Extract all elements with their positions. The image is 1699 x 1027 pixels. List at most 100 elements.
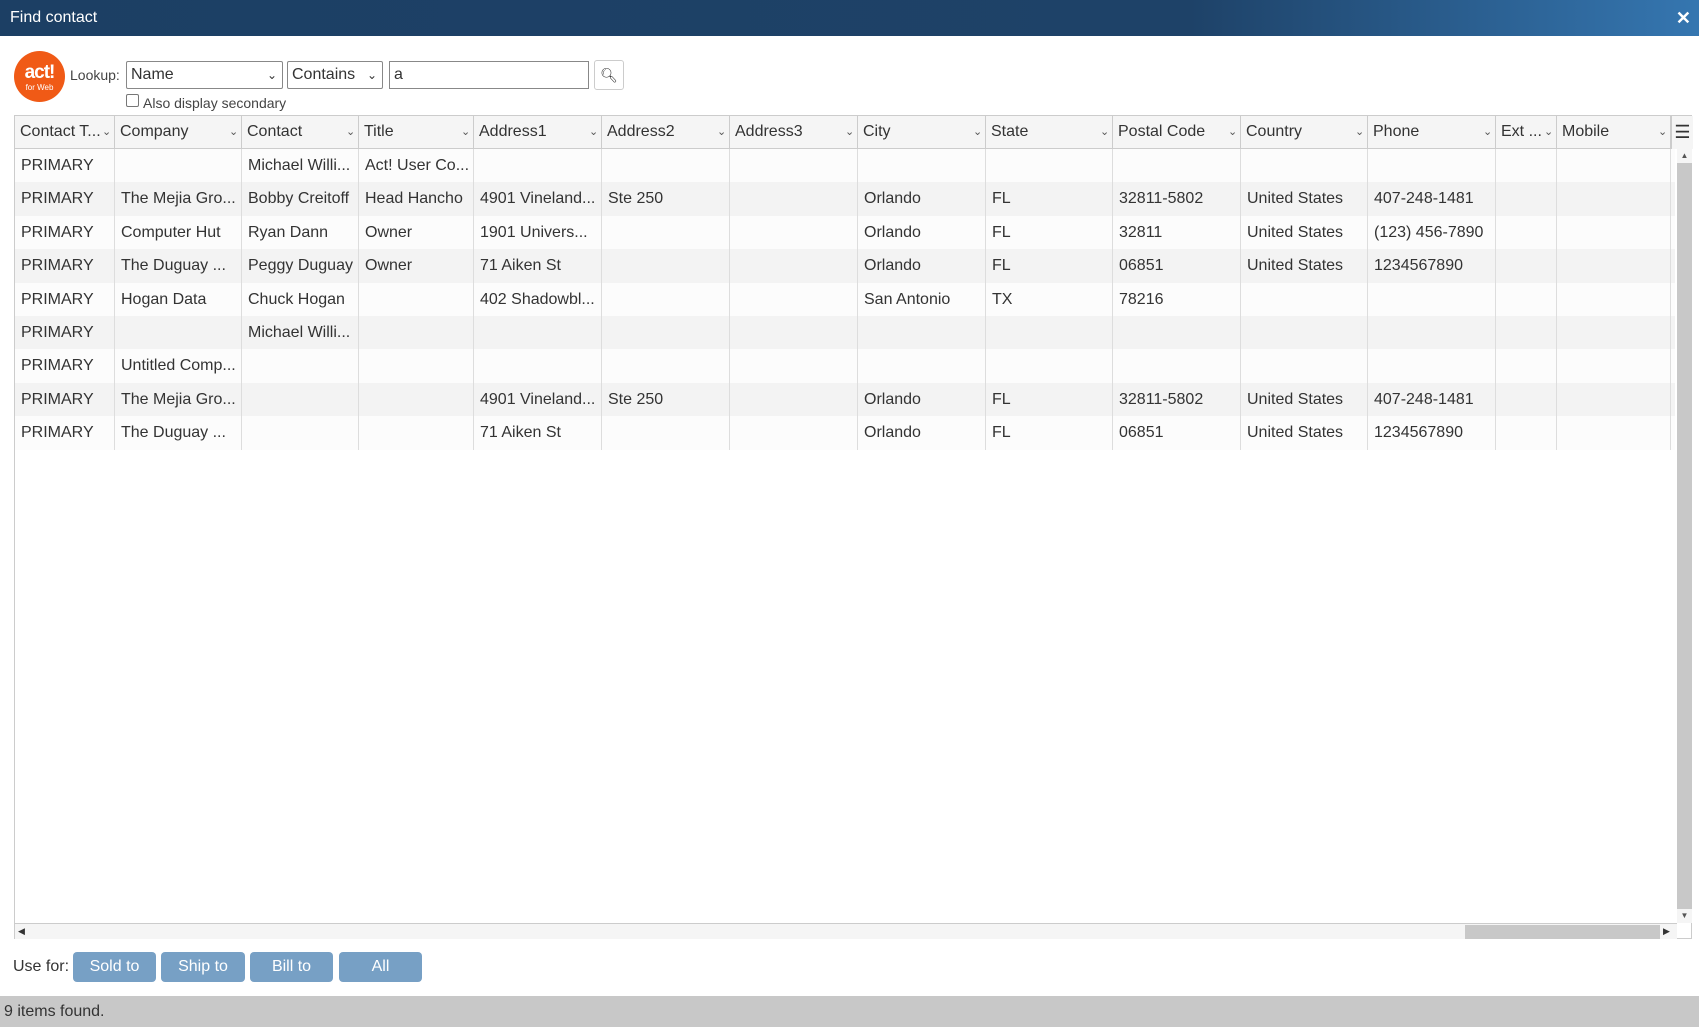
table-cell xyxy=(474,316,602,350)
table-cell xyxy=(359,316,474,350)
table-cell: The Duguay ... xyxy=(115,249,242,283)
table-row[interactable]: PRIMARY Computer Hut Ryan Dann Owner 1901 Un… xyxy=(15,215,1675,250)
table-cell: 4901 Vineland... xyxy=(474,382,602,417)
table-cell xyxy=(115,149,242,183)
horizontal-scroll-thumb[interactable] xyxy=(1465,925,1660,939)
table-cell: 407-248-1481 xyxy=(1368,182,1496,216)
vertical-scrollbar[interactable]: ▲ ▼ xyxy=(1677,149,1692,923)
column-menu-icon[interactable]: ☰ xyxy=(1671,116,1693,149)
column-filter-chevron-icon[interactable]: ⌄ xyxy=(1355,126,1365,138)
sold-to-button[interactable]: Sold to xyxy=(73,952,156,982)
table-row[interactable]: PRIMARY The Duguay ... Peggy Duguay Owner 71… xyxy=(15,249,1675,283)
scroll-right-icon[interactable]: ▶ xyxy=(1663,926,1670,936)
table-cell xyxy=(730,282,858,316)
table-cell xyxy=(474,349,602,383)
column-header[interactable]: Address1 ⌄ xyxy=(474,116,602,148)
table-cell: Peggy Duguay xyxy=(242,249,359,283)
column-header[interactable]: Ext ... ⌄ xyxy=(1496,116,1557,148)
table-row[interactable]: PRIMARY The Mejia Gro... 4901 Vineland... S… xyxy=(15,382,1675,417)
column-header[interactable]: Contact T... ⌄ xyxy=(15,116,115,148)
table-cell xyxy=(730,316,858,350)
table-cell: Bobby Creitoff xyxy=(242,182,359,216)
table-row[interactable]: PRIMARY Untitled Comp... xyxy=(15,349,1675,383)
table-cell: Hogan Data xyxy=(115,282,242,316)
column-header-label: City xyxy=(863,123,891,140)
table-cell: Head Hancho xyxy=(359,182,474,216)
table-row[interactable]: PRIMARY Michael Willi... xyxy=(15,316,1675,350)
table-cell xyxy=(1496,215,1557,250)
scroll-up-icon[interactable]: ▲ xyxy=(1677,149,1692,163)
column-filter-chevron-icon[interactable]: ⌄ xyxy=(461,126,471,138)
table-cell xyxy=(1113,316,1241,350)
table-cell: FL xyxy=(986,416,1113,450)
table-cell: Chuck Hogan xyxy=(242,282,359,316)
column-header[interactable]: Phone ⌄ xyxy=(1368,116,1496,148)
column-header[interactable]: Postal Code ⌄ xyxy=(1113,116,1241,148)
column-filter-chevron-icon[interactable]: ⌄ xyxy=(973,126,983,138)
table-cell xyxy=(1241,282,1368,316)
column-filter-chevron-icon[interactable]: ⌄ xyxy=(1544,126,1554,138)
table-cell xyxy=(1557,249,1671,283)
horizontal-scrollbar[interactable]: ◀ ▶ xyxy=(15,923,1677,939)
column-filter-chevron-icon[interactable]: ⌄ xyxy=(229,126,239,138)
logo-subtext: for Web xyxy=(25,83,54,92)
table-cell xyxy=(730,382,858,417)
table-cell xyxy=(1496,249,1557,283)
table-cell xyxy=(1496,149,1557,183)
column-header[interactable]: State ⌄ xyxy=(986,116,1113,148)
scroll-down-icon[interactable]: ▼ xyxy=(1677,909,1692,923)
column-header[interactable]: Title ⌄ xyxy=(359,116,474,148)
use-for-label: Use for: xyxy=(13,958,70,975)
table-cell: United States xyxy=(1241,182,1368,216)
table-row[interactable]: PRIMARY The Mejia Gro... Bobby Creitoff Hea… xyxy=(15,182,1675,216)
table-cell xyxy=(1557,215,1671,250)
column-filter-chevron-icon[interactable]: ⌄ xyxy=(1100,126,1110,138)
status-bar: 9 items found. xyxy=(0,996,1699,1027)
scroll-left-icon[interactable]: ◀ xyxy=(18,926,25,936)
secondary-checkbox[interactable] xyxy=(126,94,139,107)
lookup-field-select[interactable]: Name ⌄ xyxy=(126,61,283,89)
column-header[interactable]: Mobile ⌄ xyxy=(1557,116,1671,148)
close-icon[interactable]: ✕ xyxy=(1675,8,1691,28)
column-filter-chevron-icon[interactable]: ⌄ xyxy=(102,126,112,138)
table-cell: The Mejia Gro... xyxy=(115,382,242,417)
column-filter-chevron-icon[interactable]: ⌄ xyxy=(1228,126,1238,138)
column-header[interactable]: Company ⌄ xyxy=(115,116,242,148)
table-cell xyxy=(858,349,986,383)
column-filter-chevron-icon[interactable]: ⌄ xyxy=(1483,126,1493,138)
table-cell: Owner xyxy=(359,215,474,250)
column-header-label: Postal Code xyxy=(1118,123,1206,140)
search-button[interactable]: 🔍︎ xyxy=(594,60,624,90)
bill-to-button[interactable]: Bill to xyxy=(250,952,333,982)
column-header[interactable]: Address3 ⌄ xyxy=(730,116,858,148)
column-header[interactable]: Contact ⌄ xyxy=(242,116,359,148)
column-filter-chevron-icon[interactable]: ⌄ xyxy=(1658,126,1668,138)
column-header-label: State xyxy=(991,123,1029,140)
all-button[interactable]: All xyxy=(339,952,422,982)
ship-to-button[interactable]: Ship to xyxy=(161,952,245,982)
table-cell xyxy=(1368,282,1496,316)
table-row[interactable]: PRIMARY The Duguay ... 71 Aiken St Orlando F… xyxy=(15,416,1675,450)
table-cell: 06851 xyxy=(1113,416,1241,450)
column-filter-chevron-icon[interactable]: ⌄ xyxy=(589,126,599,138)
grid-body: PRIMARY Michael Willi... Act! User Co... PR… xyxy=(15,149,1675,450)
table-row[interactable]: PRIMARY Hogan Data Chuck Hogan 402 Shadowbl… xyxy=(15,282,1675,316)
table-cell xyxy=(359,382,474,417)
search-input[interactable]: a xyxy=(389,61,589,89)
column-filter-chevron-icon[interactable]: ⌄ xyxy=(845,126,855,138)
table-cell xyxy=(1496,182,1557,216)
chevron-down-icon: ⌄ xyxy=(266,68,277,82)
column-header-label: Title xyxy=(364,123,394,140)
table-cell: 1234567890 xyxy=(1368,416,1496,450)
column-header[interactable]: Address2 ⌄ xyxy=(602,116,730,148)
table-cell: The Mejia Gro... xyxy=(115,182,242,216)
column-filter-chevron-icon[interactable]: ⌄ xyxy=(346,126,356,138)
table-cell: Orlando xyxy=(858,215,986,250)
column-filter-chevron-icon[interactable]: ⌄ xyxy=(717,126,727,138)
table-cell xyxy=(858,316,986,350)
column-header[interactable]: Country ⌄ xyxy=(1241,116,1368,148)
column-header[interactable]: City ⌄ xyxy=(858,116,986,148)
operator-select[interactable]: Contains ⌄ xyxy=(287,61,383,89)
table-cell: Michael Willi... xyxy=(242,149,359,183)
table-row[interactable]: PRIMARY Michael Willi... Act! User Co... xyxy=(15,149,1675,183)
